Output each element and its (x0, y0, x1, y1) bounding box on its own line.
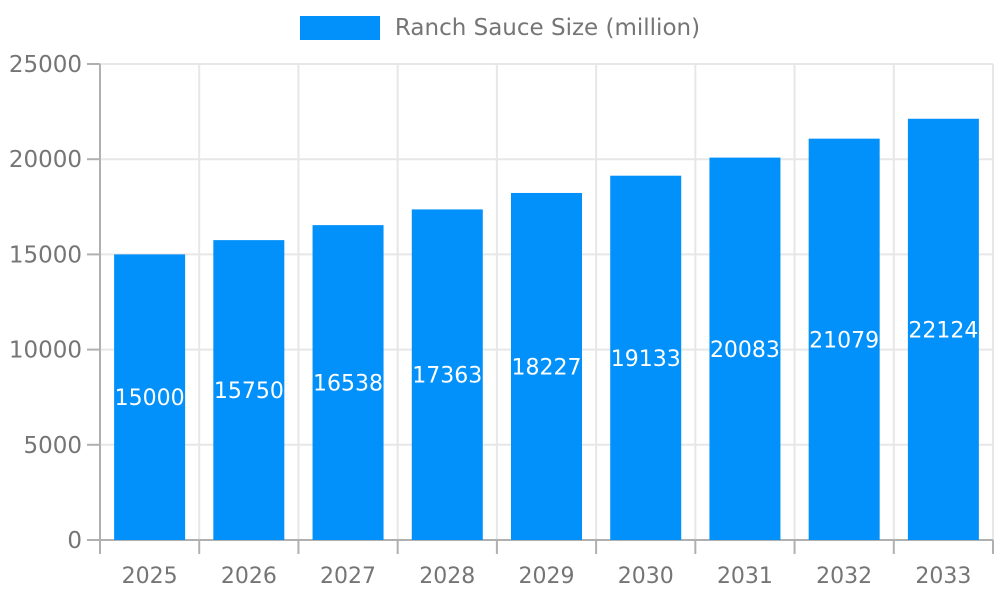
bar-value-label: 21079 (809, 328, 879, 353)
bar-value-label: 20083 (710, 338, 780, 363)
x-tick-label: 2030 (618, 564, 674, 589)
x-tick-label: 2031 (717, 564, 773, 589)
bar-value-label: 15000 (115, 386, 185, 411)
x-tick-label: 2025 (122, 564, 178, 589)
bar[interactable] (411, 209, 483, 540)
bar[interactable] (213, 240, 285, 540)
y-tick-label: 25000 (9, 52, 82, 78)
y-tick-label: 5000 (23, 433, 82, 459)
x-tick-label: 2027 (320, 564, 376, 589)
bar-value-label: 17363 (412, 364, 482, 389)
bar-value-label: 16538 (313, 372, 383, 397)
legend-swatch-icon (299, 16, 380, 40)
bar[interactable] (907, 118, 979, 541)
y-tick-label: 20000 (9, 147, 82, 173)
bar-value-label: 22124 (908, 318, 978, 343)
x-tick-label: 2029 (519, 564, 575, 589)
bar[interactable] (610, 175, 682, 540)
x-tick-label: 2028 (419, 564, 475, 589)
x-tick-label: 2033 (915, 564, 971, 589)
bar-value-label: 18227 (512, 355, 582, 380)
bar[interactable] (114, 254, 186, 540)
x-tick-label: 2026 (221, 564, 277, 589)
legend-label: Ranch Sauce Size (million) (394, 15, 701, 41)
bar-value-label: 19133 (611, 347, 681, 372)
y-tick-label: 10000 (9, 338, 82, 364)
bar-value-label: 15750 (214, 379, 284, 404)
bar[interactable] (808, 138, 880, 541)
x-tick-label: 2032 (816, 564, 872, 589)
y-tick-label: 15000 (9, 242, 82, 268)
bar[interactable] (312, 225, 384, 540)
bar[interactable] (709, 157, 781, 540)
y-tick-label: 0 (67, 528, 82, 554)
bar[interactable] (511, 192, 582, 540)
chart-legend[interactable]: Ranch Sauce Size (million) (0, 15, 1000, 41)
